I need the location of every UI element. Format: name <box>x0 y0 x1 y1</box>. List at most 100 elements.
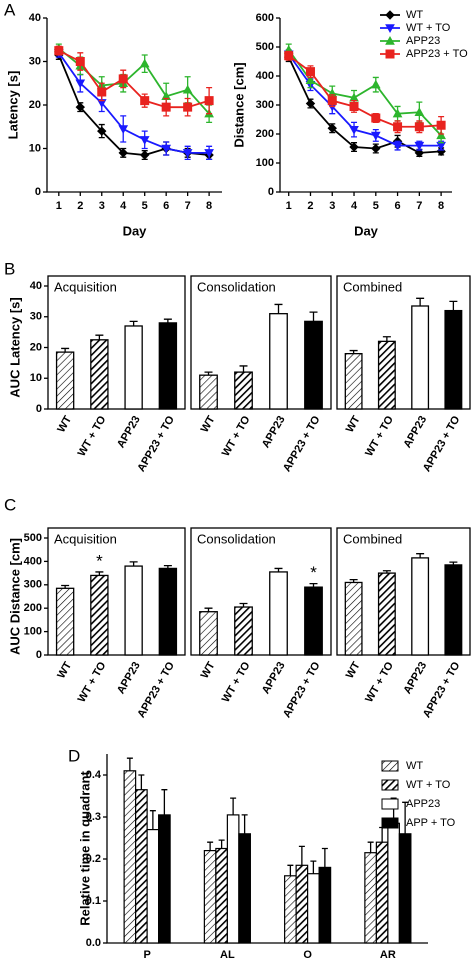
x-tick-label: WT + TO <box>220 660 253 705</box>
x-tick-label: 2 <box>307 200 313 212</box>
x-tick-label: AR <box>380 949 396 961</box>
y-tick-label: 300 <box>256 99 274 111</box>
x-tick-label: APP23 <box>115 660 143 696</box>
y-tick-label: 40 <box>30 280 42 292</box>
legend-label: APP + TO <box>406 817 456 829</box>
y-tick-label: 30 <box>29 55 41 67</box>
bar <box>215 847 228 944</box>
marker <box>140 96 150 106</box>
marker <box>182 149 193 158</box>
error-bar <box>321 847 328 868</box>
bar <box>55 351 75 410</box>
marker <box>349 142 359 152</box>
bar <box>444 309 463 410</box>
x-tick-label: 1 <box>286 200 292 212</box>
legend-label: WT + TO <box>406 779 451 791</box>
bar <box>123 770 137 944</box>
marker <box>118 125 129 134</box>
x-tick-label: WT <box>344 660 363 681</box>
legend-marker <box>385 10 395 20</box>
error-bar <box>138 774 145 790</box>
plot-frame <box>47 275 186 410</box>
bar <box>284 875 297 944</box>
marker <box>97 126 107 136</box>
bar <box>411 305 430 410</box>
bar <box>55 587 75 656</box>
panel-letter: C <box>4 495 16 514</box>
panel-letter: A <box>4 0 16 19</box>
y-tick-label: 500 <box>24 532 42 544</box>
x-tick-label: APP23 <box>401 660 429 696</box>
error-bar <box>309 311 318 322</box>
y-tick-label: 0.3 <box>86 811 101 823</box>
y-axis-label: AUC Distance [cm] <box>7 538 22 655</box>
panel-letter: B <box>4 259 15 278</box>
legend-swatch <box>381 760 399 772</box>
marker <box>54 46 64 56</box>
marker <box>161 102 171 112</box>
annotation: * <box>310 563 317 582</box>
bar <box>199 611 218 656</box>
marker <box>371 143 381 154</box>
legend-marker <box>385 49 395 59</box>
marker <box>371 113 381 123</box>
marker <box>436 120 446 130</box>
y-tick-label: 100 <box>256 157 274 169</box>
marker <box>414 122 424 132</box>
marker <box>97 87 107 97</box>
x-tick-label: 6 <box>163 200 169 212</box>
marker <box>75 102 85 112</box>
bar <box>146 828 160 944</box>
error-bar <box>382 336 391 342</box>
x-tick-label: 3 <box>329 200 335 212</box>
marker <box>204 96 214 106</box>
bar <box>203 849 217 944</box>
error-bar <box>402 801 409 834</box>
error-bar <box>416 553 425 558</box>
y-tick-label: 500 <box>256 41 274 53</box>
marker <box>327 96 337 106</box>
x-tick-label: 2 <box>77 200 83 212</box>
x-tick-label: APP23 <box>115 414 143 450</box>
plot-frame <box>336 275 471 410</box>
y-tick-label: 30 <box>30 311 42 323</box>
bar <box>269 571 288 656</box>
x-tick-label: 7 <box>416 200 422 212</box>
x-tick-label: WT + TO <box>363 660 396 705</box>
y-tick-label: 100 <box>24 626 42 638</box>
error-bar <box>416 297 425 306</box>
x-tick-label: APP23 + TO <box>135 660 177 720</box>
legend-label: APP23 <box>406 35 440 47</box>
plot-frame <box>190 275 332 410</box>
bar <box>199 374 218 410</box>
x-tick-label: 5 <box>373 200 379 212</box>
x-tick-label: APP23 + TO <box>281 660 323 720</box>
legend-label: WT <box>406 760 423 772</box>
bar <box>158 814 171 944</box>
x-tick-label: 4 <box>120 200 127 212</box>
plot-frame <box>47 527 186 656</box>
x-tick-label: 8 <box>438 200 444 212</box>
marker <box>370 79 381 89</box>
error-bar <box>241 814 248 834</box>
legend-swatch <box>381 798 399 810</box>
x-tick-label: WT + TO <box>76 660 109 705</box>
marker <box>305 67 315 77</box>
marker <box>414 141 425 151</box>
x-tick-label: APP23 + TO <box>281 414 323 474</box>
x-tick-label: WT + TO <box>363 414 396 459</box>
x-tick-label: AL <box>220 949 235 961</box>
bar <box>124 565 143 656</box>
marker <box>305 98 316 109</box>
error-bar <box>298 845 305 866</box>
y-tick-label: 0.2 <box>86 853 101 865</box>
subplot-title: Acquisition <box>54 531 117 546</box>
error-bar <box>274 303 283 314</box>
y-tick-label: 40 <box>29 12 41 24</box>
plot-frame <box>336 527 471 656</box>
x-tick-label: APP23 <box>401 414 429 450</box>
error-bar <box>149 810 156 830</box>
x-tick-label: 7 <box>185 200 191 212</box>
bar <box>295 864 309 944</box>
